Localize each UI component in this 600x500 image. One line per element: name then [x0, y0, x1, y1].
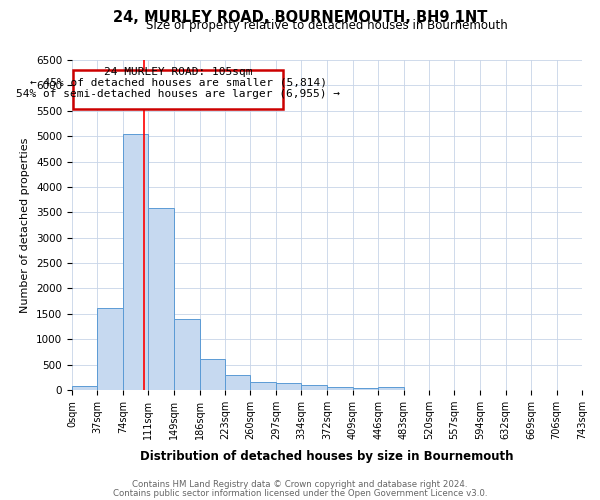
Text: 24 MURLEY ROAD: 105sqm: 24 MURLEY ROAD: 105sqm: [104, 66, 252, 76]
Bar: [97, 308, 123, 390]
Bar: [378, 387, 404, 390]
Bar: [148, 208, 174, 390]
Bar: [353, 388, 378, 390]
Title: Size of property relative to detached houses in Bournemouth: Size of property relative to detached ho…: [146, 20, 508, 32]
Bar: [328, 387, 353, 390]
Bar: [276, 382, 301, 390]
X-axis label: Distribution of detached houses by size in Bournemouth: Distribution of detached houses by size …: [140, 450, 514, 464]
Text: Contains public sector information licensed under the Open Government Licence v3: Contains public sector information licen…: [113, 490, 487, 498]
Y-axis label: Number of detached properties: Number of detached properties: [20, 138, 31, 312]
Bar: [200, 359, 225, 390]
Text: ← 45% of detached houses are smaller (5,814): ← 45% of detached houses are smaller (5,…: [29, 78, 326, 88]
Bar: [225, 375, 250, 390]
Bar: [250, 382, 276, 390]
Text: 24, MURLEY ROAD, BOURNEMOUTH, BH9 1NT: 24, MURLEY ROAD, BOURNEMOUTH, BH9 1NT: [113, 10, 487, 25]
Bar: [301, 385, 328, 390]
Bar: [174, 319, 200, 390]
Bar: [72, 386, 97, 390]
FancyBboxPatch shape: [73, 70, 283, 109]
Bar: [123, 134, 148, 390]
Text: 54% of semi-detached houses are larger (6,955) →: 54% of semi-detached houses are larger (…: [16, 89, 340, 99]
Text: Contains HM Land Registry data © Crown copyright and database right 2024.: Contains HM Land Registry data © Crown c…: [132, 480, 468, 489]
